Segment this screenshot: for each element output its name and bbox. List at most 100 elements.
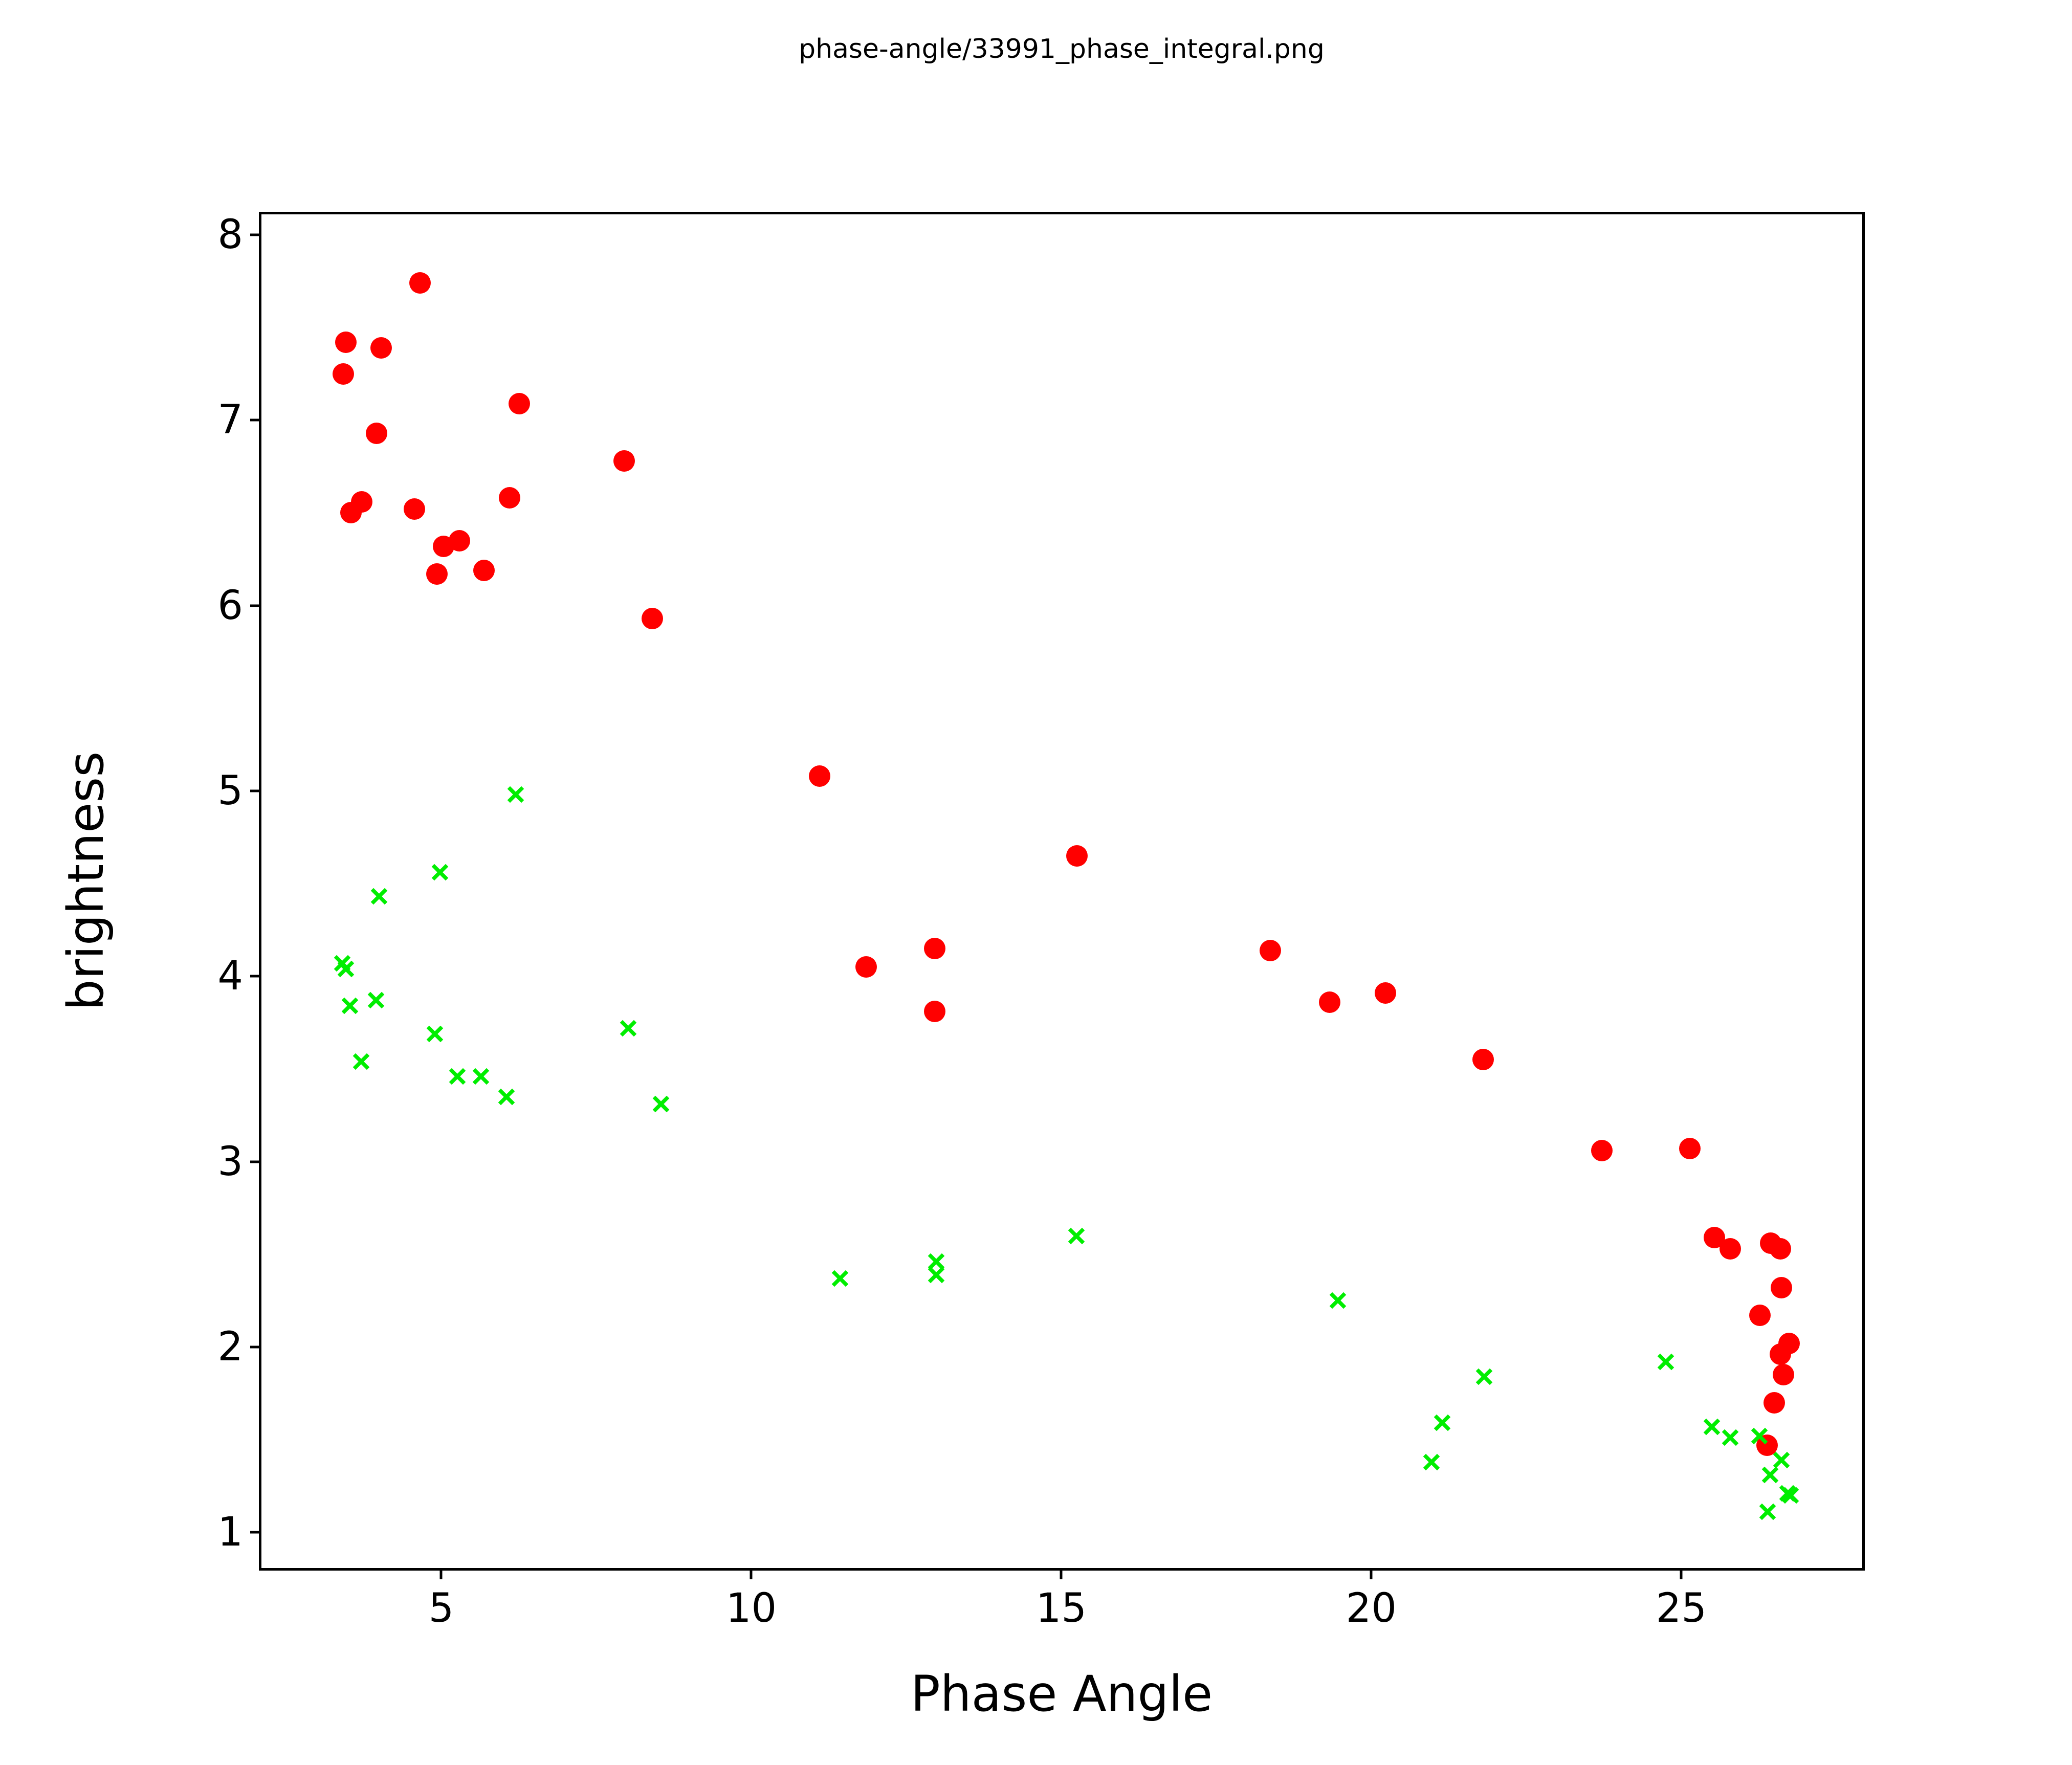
circle-marker-icon: [924, 937, 946, 959]
x-marker-icon: [1423, 1453, 1440, 1470]
x-marker-icon: [337, 960, 355, 978]
x-marker-icon: [831, 1270, 849, 1287]
x-marker-icon: [367, 992, 385, 1009]
x-marker-icon: [472, 1068, 490, 1085]
y-tick-label: 2: [217, 1323, 243, 1370]
data-point-green-crosses: [652, 1095, 670, 1113]
y-tick-label: 7: [217, 397, 243, 444]
data-point-red-circles: [1720, 1238, 1742, 1260]
data-point-green-crosses: [1703, 1418, 1721, 1436]
data-point-red-circles: [498, 487, 520, 509]
data-point-red-circles: [340, 502, 362, 524]
x-tick-label: 5: [428, 1585, 454, 1631]
data-point-red-circles: [1770, 1276, 1792, 1298]
x-marker-icon: [1722, 1429, 1739, 1446]
y-tick-label: 3: [217, 1138, 243, 1185]
x-marker-icon: [507, 786, 524, 803]
data-point-red-circles: [1773, 1364, 1795, 1386]
data-point-red-circles: [1319, 991, 1341, 1013]
circle-marker-icon: [1679, 1138, 1701, 1160]
data-point-green-crosses: [1067, 1227, 1086, 1245]
circle-marker-icon: [641, 607, 663, 629]
data-point-red-circles: [1770, 1343, 1792, 1365]
data-point-green-crosses: [448, 1067, 467, 1086]
x-marker-icon: [1782, 1487, 1799, 1504]
circle-marker-icon: [1773, 1364, 1795, 1386]
circle-marker-icon: [404, 498, 426, 520]
data-point-green-crosses: [1433, 1414, 1451, 1432]
data-point-red-circles: [613, 450, 635, 472]
x-marker-icon: [498, 1088, 515, 1106]
data-point-red-circles: [924, 937, 946, 959]
data-point-red-circles: [404, 498, 426, 520]
data-point-green-crosses: [1758, 1503, 1777, 1521]
x-marker-icon: [652, 1095, 669, 1113]
y-tick-mark: [250, 604, 261, 607]
x-marker-icon: [449, 1068, 466, 1085]
circle-marker-icon: [613, 450, 635, 472]
x-marker-icon: [1751, 1427, 1768, 1445]
data-point-green-crosses: [1781, 1486, 1800, 1505]
data-point-green-crosses: [927, 1252, 945, 1271]
data-point-red-circles: [1764, 1392, 1786, 1414]
circle-marker-icon: [924, 1001, 946, 1023]
x-marker-icon: [1703, 1418, 1721, 1436]
x-marker-icon: [1329, 1292, 1347, 1309]
data-point-green-crosses: [431, 863, 449, 881]
circle-marker-icon: [1770, 1343, 1792, 1365]
y-tick-label: 8: [217, 211, 243, 258]
circle-marker-icon: [855, 956, 877, 978]
data-point-red-circles: [332, 363, 354, 385]
y-tick-label: 6: [217, 582, 243, 629]
y-tick-label: 4: [217, 953, 243, 1000]
y-tick-mark: [250, 418, 261, 422]
x-tick-mark: [1060, 1568, 1063, 1579]
circle-marker-icon: [426, 563, 448, 585]
data-point-red-circles: [370, 337, 392, 359]
data-point-red-circles: [855, 956, 877, 978]
circle-marker-icon: [1591, 1139, 1613, 1161]
y-tick-label: 5: [217, 767, 243, 814]
data-point-red-circles: [1770, 1238, 1792, 1260]
chart-title: phase-angle/33991_phase_integral.png: [799, 34, 1325, 64]
data-point-red-circles: [1591, 1139, 1613, 1161]
x-marker-icon: [1773, 1451, 1790, 1469]
data-point-red-circles: [335, 332, 357, 354]
circle-marker-icon: [433, 535, 455, 557]
data-point-red-circles: [473, 559, 495, 581]
data-point-red-circles: [1679, 1138, 1701, 1160]
data-point-red-circles: [1749, 1305, 1771, 1327]
x-marker-icon: [928, 1253, 944, 1270]
y-tick-mark: [250, 975, 261, 978]
y-tick-mark: [250, 1160, 261, 1163]
x-tick-mark: [1680, 1568, 1683, 1579]
y-tick-label: 1: [217, 1509, 243, 1556]
x-marker-icon: [928, 1266, 944, 1283]
data-point-red-circles: [1472, 1049, 1494, 1071]
data-point-green-crosses: [497, 1088, 516, 1106]
x-marker-icon: [1761, 1466, 1779, 1484]
data-point-green-crosses: [927, 1266, 945, 1284]
data-point-green-crosses: [1721, 1428, 1739, 1447]
circle-marker-icon: [808, 765, 830, 787]
data-point-red-circles: [409, 272, 431, 294]
circle-marker-icon: [1472, 1049, 1494, 1071]
circle-marker-icon: [335, 332, 357, 354]
x-tick-mark: [750, 1568, 753, 1579]
data-point-green-crosses: [352, 1052, 370, 1071]
circle-marker-icon: [340, 502, 362, 524]
x-tick-label: 10: [725, 1585, 777, 1631]
data-point-green-crosses: [1475, 1367, 1493, 1386]
y-tick-mark: [250, 789, 261, 792]
data-point-red-circles: [924, 1001, 946, 1023]
data-point-green-crosses: [1772, 1451, 1791, 1469]
x-tick-label: 25: [1656, 1585, 1707, 1631]
circle-marker-icon: [1319, 991, 1341, 1013]
x-marker-icon: [341, 997, 359, 1014]
x-marker-icon: [1475, 1368, 1493, 1385]
circle-marker-icon: [473, 559, 495, 581]
x-axis-label: Phase Angle: [910, 1665, 1213, 1723]
x-marker-icon: [427, 1025, 444, 1042]
data-point-red-circles: [509, 392, 531, 414]
